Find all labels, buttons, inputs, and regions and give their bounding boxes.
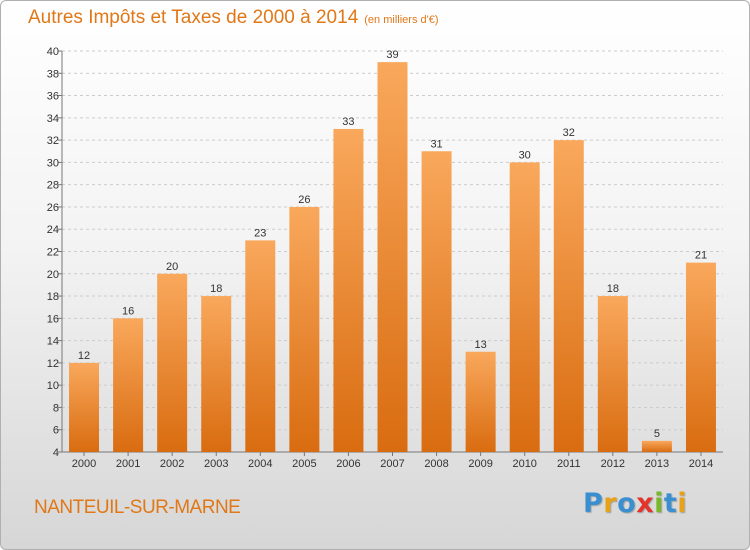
- bar: [69, 362, 100, 452]
- x-tick-label: 2007: [380, 458, 404, 470]
- y-tick-label: 16: [47, 313, 59, 325]
- logo-letter: P: [583, 488, 604, 519]
- logo-letter: i: [654, 488, 664, 519]
- bar: [553, 140, 584, 452]
- x-tick-label: 2013: [645, 458, 669, 470]
- y-tick-label: 14: [47, 336, 59, 348]
- bar-value-label: 39: [386, 49, 398, 61]
- y-tick-label: 4: [53, 447, 59, 459]
- x-tick-label: 2002: [160, 458, 184, 470]
- x-tick-label: 2003: [204, 458, 228, 470]
- bar: [509, 162, 540, 452]
- y-tick-label: 6: [53, 425, 59, 437]
- chart-title: Autres Impôts et Taxes de 2000 à 2014 (en…: [28, 7, 439, 29]
- y-tick-label: 22: [47, 247, 59, 259]
- x-tick-label: 2011: [557, 458, 581, 470]
- bar: [157, 273, 188, 452]
- y-tick-label: 26: [47, 202, 59, 214]
- bar: [289, 206, 320, 452]
- logo-letter: o: [617, 488, 637, 519]
- bar: [465, 351, 496, 452]
- y-tick-label: 12: [47, 358, 59, 370]
- x-tick-label: 2009: [468, 458, 492, 470]
- bar-value-label: 30: [519, 149, 531, 161]
- y-tick-label: 24: [47, 224, 59, 236]
- y-tick-label: 20: [47, 269, 59, 281]
- bar-value-label: 21: [695, 250, 707, 262]
- y-tick-label: 38: [47, 68, 59, 80]
- x-tick-label: 2014: [689, 458, 713, 470]
- bar: [113, 318, 144, 452]
- x-tick-label: 2001: [116, 458, 140, 470]
- proxiti-logo: Proxiti: [583, 488, 687, 519]
- bar-value-label: 31: [430, 138, 442, 150]
- bar-value-label: 12: [78, 350, 90, 362]
- bar-value-label: 23: [254, 227, 266, 239]
- x-tick-label: 2005: [292, 458, 316, 470]
- y-tick-label: 10: [47, 380, 59, 392]
- bar-value-label: 16: [122, 305, 134, 317]
- x-tick-label: 2012: [601, 458, 625, 470]
- bar: [421, 151, 452, 452]
- y-tick-label: 30: [47, 157, 59, 169]
- bar: [333, 128, 364, 452]
- bar: [597, 296, 628, 452]
- x-tick-label: 2010: [512, 458, 536, 470]
- x-tick-label: 2004: [248, 458, 272, 470]
- y-tick-label: 32: [47, 135, 59, 147]
- commune-name: NANTEUIL-SUR-MARNE: [34, 497, 241, 518]
- bar-value-label: 33: [342, 116, 354, 128]
- x-tick-label: 2008: [424, 458, 448, 470]
- y-tick-label: 36: [47, 91, 59, 103]
- y-tick-label: 40: [47, 46, 59, 58]
- bars: [69, 62, 716, 453]
- bar: [377, 62, 408, 453]
- bar: [641, 440, 672, 452]
- chart-title-text: Autres Impôts et Taxes de 2000 à 2014: [28, 7, 359, 28]
- bar: [245, 240, 276, 452]
- labels: 12 2000 16 2001 20 2002 18 2003 23 2004 26 2005 33 20…: [72, 49, 713, 470]
- bar-value-label: 32: [563, 127, 575, 139]
- bar-value-label: 18: [607, 283, 619, 295]
- bar-value-label: 13: [475, 339, 487, 351]
- y-tick-label: 28: [47, 180, 59, 192]
- bar-value-label: 18: [210, 283, 222, 295]
- y-tick-label: 34: [47, 113, 59, 125]
- chart-subtitle: (en milliers d'€): [364, 14, 439, 26]
- logo-letter: x: [636, 488, 655, 519]
- x-tick-label: 2006: [336, 458, 360, 470]
- bar-value-label: 20: [166, 261, 178, 273]
- y-tick-label: 8: [53, 402, 59, 414]
- bar-value-label: 5: [654, 428, 660, 440]
- bar: [685, 262, 716, 452]
- bar-value-label: 26: [298, 194, 310, 206]
- logo-letter: t: [663, 488, 678, 519]
- y-tick-label: 18: [47, 291, 59, 303]
- logo-letter: i: [677, 488, 688, 519]
- logo-letter: r: [603, 488, 618, 519]
- bar: [201, 296, 232, 452]
- x-tick-label: 2000: [72, 458, 96, 470]
